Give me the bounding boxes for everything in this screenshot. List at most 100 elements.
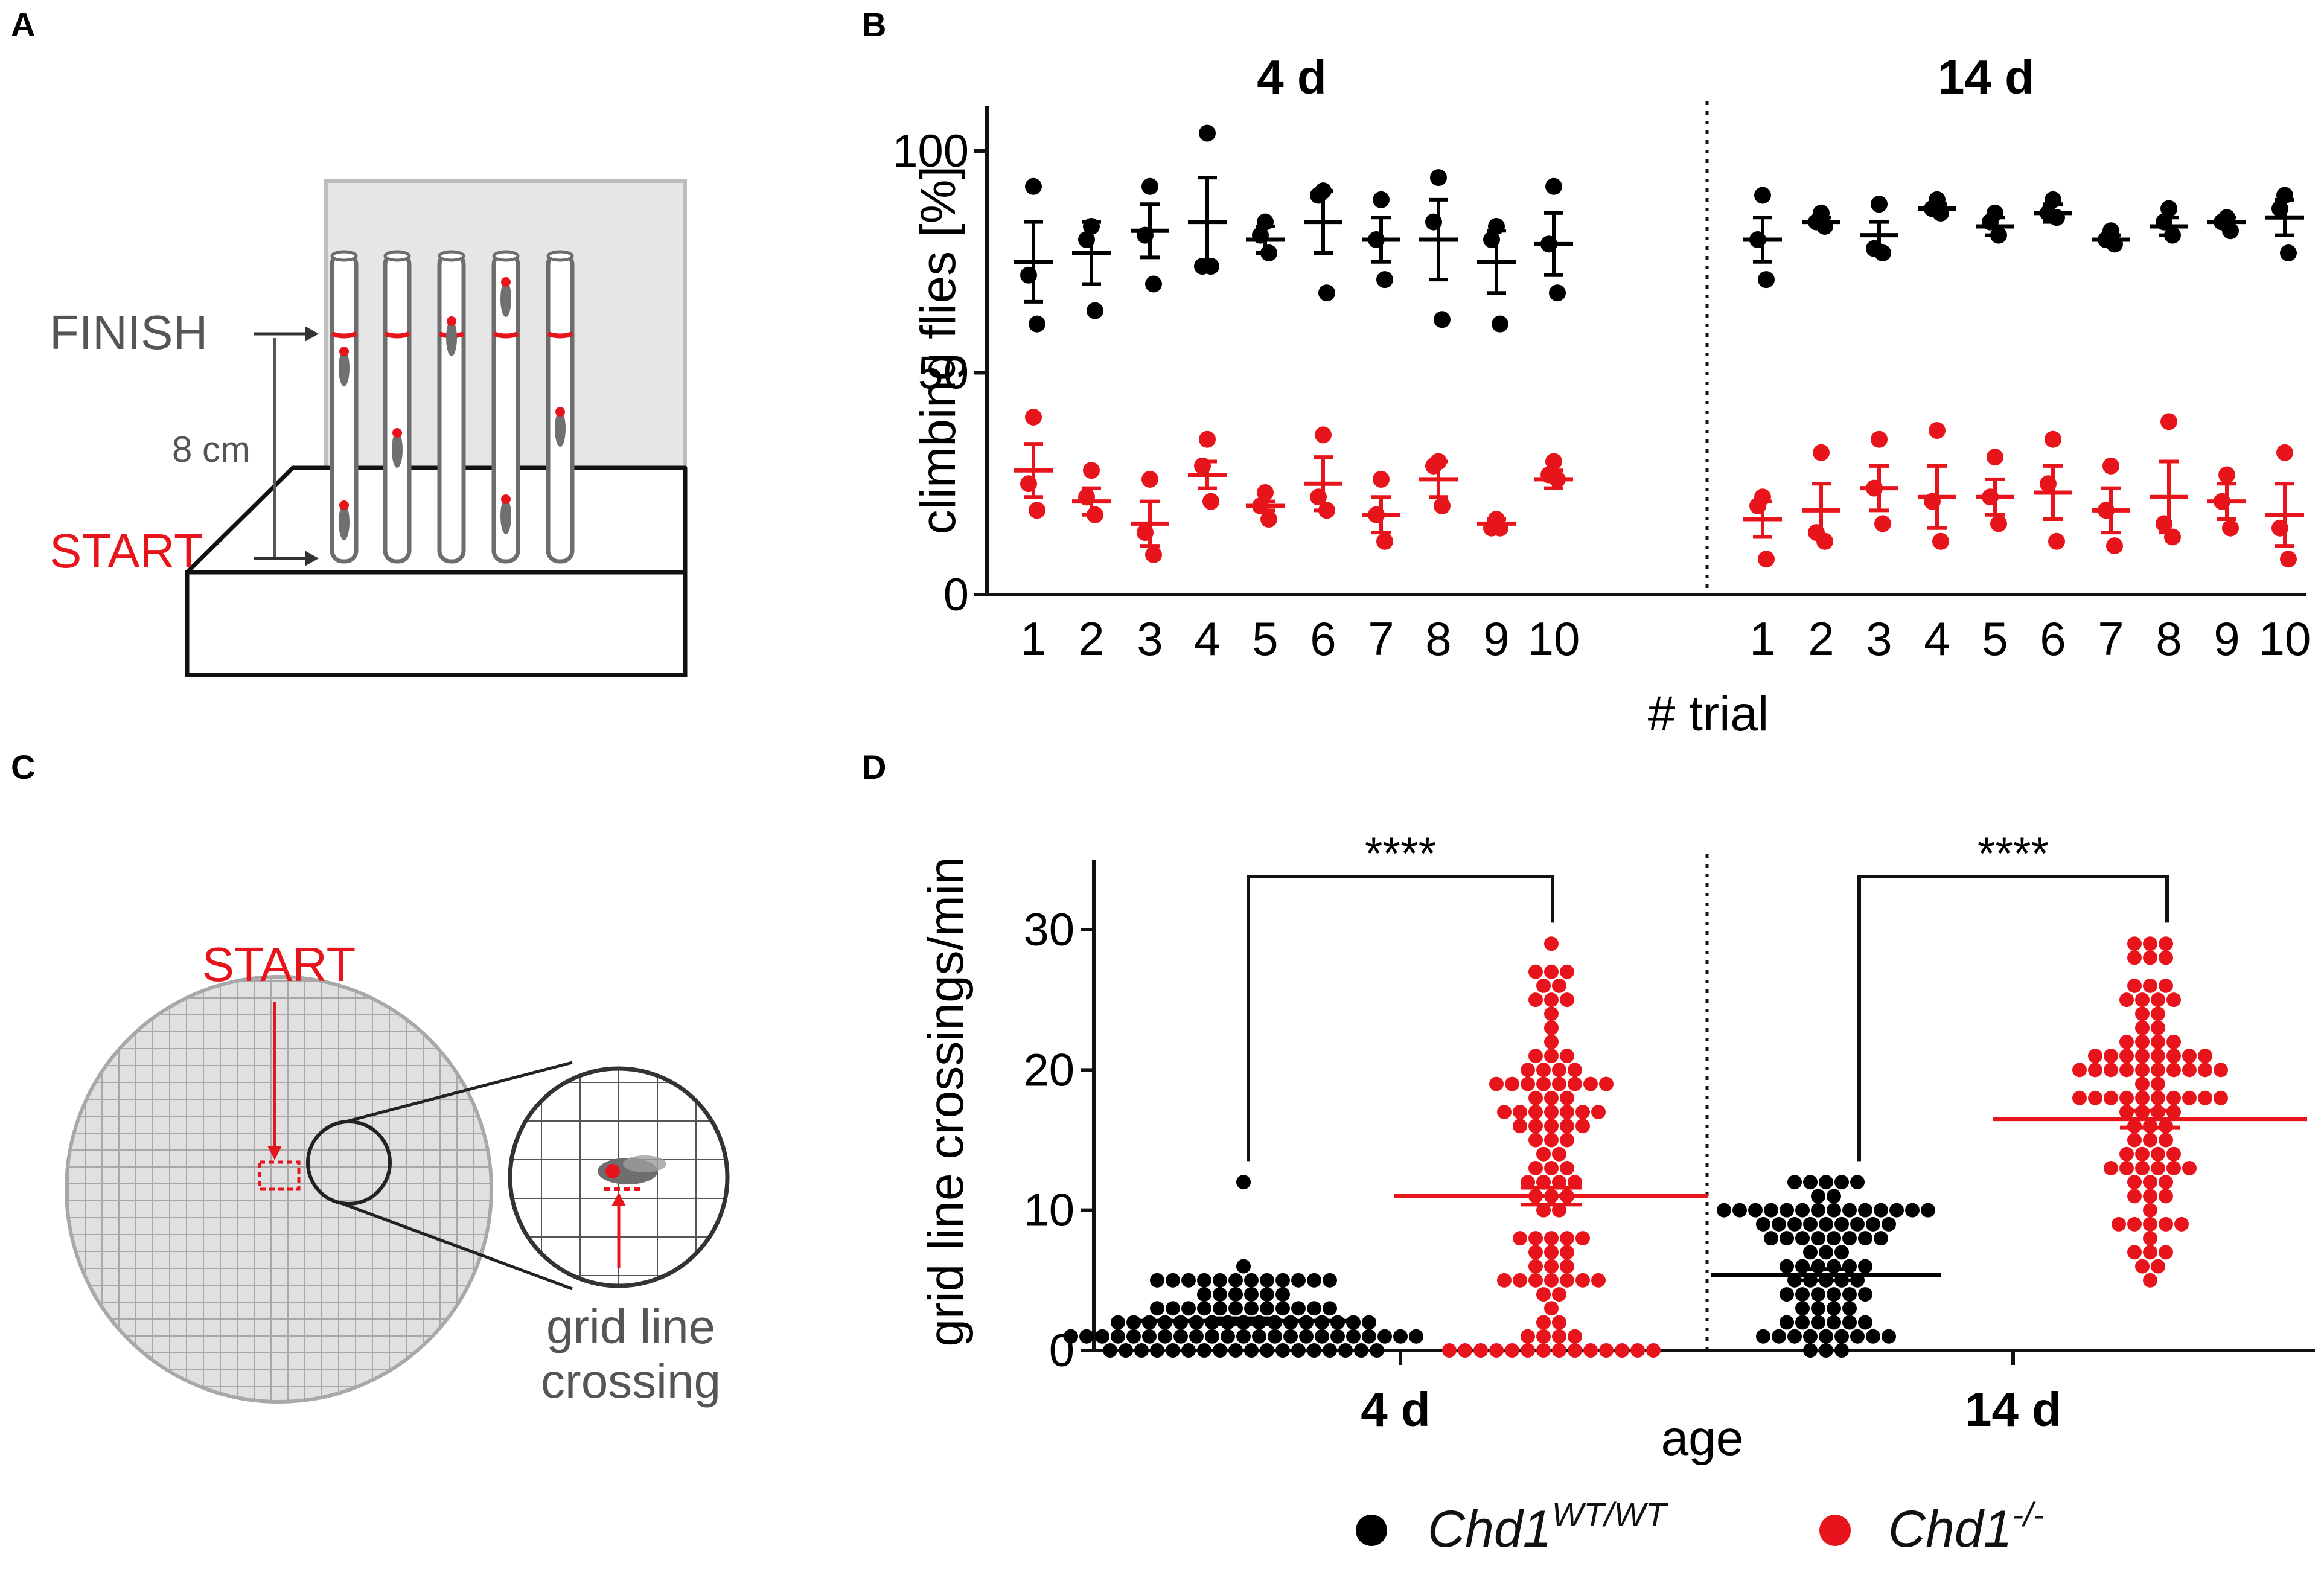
data-point: [1842, 1231, 1857, 1246]
data-point: [1079, 1329, 1094, 1344]
data-point: [2072, 1063, 2087, 1078]
data-point: [1150, 1301, 1164, 1316]
data-point: [1528, 1133, 1543, 1148]
data-point: [2151, 992, 2165, 1008]
data-point: [2119, 1063, 2134, 1078]
data-point: [1552, 1329, 1566, 1344]
data-point: [1764, 1203, 1778, 1218]
apparatus-base: [185, 465, 688, 677]
data-point: [1819, 1216, 1833, 1232]
data-point: [1111, 1315, 1125, 1330]
data-point: [1544, 1034, 1559, 1049]
data-point: [1252, 226, 1269, 244]
data-point: [2048, 209, 2065, 226]
data-point: [1244, 1343, 1259, 1358]
data-point: [2045, 430, 2061, 448]
data-point: [1323, 1343, 1337, 1358]
data-point: [1228, 1273, 1243, 1288]
panel-c-letter: C: [11, 748, 35, 786]
panel-c: C START grid line crossing: [11, 748, 730, 1408]
data-point: [1473, 1343, 1488, 1358]
data-point: [1756, 1216, 1770, 1232]
data-point: [1787, 1329, 1802, 1344]
data-point: [2280, 551, 2297, 568]
fly-eye: [339, 347, 349, 356]
tube-top: [546, 250, 574, 262]
data-point: [2159, 1175, 2173, 1190]
data-point: [1354, 1343, 1368, 1358]
data-point: [1137, 524, 1154, 542]
data-point: [1202, 493, 1219, 510]
x-tick-label: 10: [2259, 612, 2311, 665]
fly: [339, 350, 350, 386]
data-point: [1260, 1287, 1274, 1302]
data-point: [1987, 449, 2003, 466]
group-title: 14 d: [1938, 50, 2034, 104]
data-point: [1199, 430, 1216, 448]
data-point: [2048, 532, 2065, 550]
data-point: [1307, 1301, 1321, 1316]
data-point: [1749, 231, 1766, 248]
data-point: [2151, 1049, 2165, 1064]
data-point: [1513, 1231, 1527, 1246]
data-point: [1197, 1301, 1211, 1316]
data-point: [2098, 502, 2115, 519]
data-point: [1756, 1329, 1770, 1344]
data-point: [1252, 497, 1269, 514]
data-point: [1528, 1259, 1543, 1274]
data-point: [1252, 1329, 1266, 1344]
data-point: [1111, 1329, 1125, 1344]
data-point: [1083, 462, 1100, 479]
data-point: [2135, 1049, 2150, 1064]
data-point: [1560, 1119, 1574, 1134]
data-point: [1166, 1273, 1180, 1288]
data-point: [1536, 1343, 1551, 1358]
fly-eye: [447, 316, 456, 326]
data-point: [1552, 1343, 1566, 1358]
legend-marker-wt: [1356, 1515, 1387, 1546]
data-point: [1630, 1343, 1645, 1358]
data-point: [1536, 1175, 1551, 1190]
data-point: [1591, 1105, 1606, 1120]
data-point: [1528, 1273, 1543, 1288]
data-point: [2143, 978, 2157, 993]
data-point: [1291, 1301, 1306, 1316]
y-tick-label: 50: [918, 348, 969, 399]
data-point: [1330, 1329, 1345, 1344]
data-point: [1795, 1315, 1810, 1330]
data-point: [2271, 519, 2288, 537]
data-point: [1528, 1049, 1543, 1064]
data-point: [1373, 470, 1390, 488]
data-point: [1029, 315, 1045, 333]
data-point: [1103, 1343, 1117, 1358]
data-point: [2119, 1090, 2134, 1105]
data-point: [1536, 1287, 1551, 1302]
data-point: [1275, 1287, 1290, 1302]
data-point: [2135, 1034, 2150, 1049]
data-point: [1754, 187, 1771, 204]
data-point: [2166, 1090, 2181, 1105]
finish-line: [331, 331, 357, 339]
data-point: [1552, 1287, 1566, 1302]
data-point: [1929, 422, 1946, 439]
data-point: [1181, 1301, 1196, 1316]
crossing-label-1: grid line: [546, 1300, 715, 1353]
data-point: [1787, 1175, 1802, 1190]
data-point: [1020, 475, 1037, 493]
data-point: [1732, 1203, 1747, 1218]
data-point: [1083, 217, 1100, 235]
data-point: [1850, 1329, 1865, 1344]
data-point: [1189, 1329, 1204, 1344]
significance-bracket: [1247, 875, 1554, 1162]
data-point: [2214, 1090, 2228, 1105]
data-point: [1544, 1133, 1559, 1148]
data-point: [1780, 1203, 1794, 1218]
panel-b-letter: B: [862, 5, 886, 43]
data-point: [1393, 1329, 1408, 1344]
data-point: [1599, 1343, 1614, 1358]
data-point: [1795, 1259, 1810, 1274]
panel-a-letter: A: [11, 5, 35, 43]
data-point: [2143, 1203, 2157, 1218]
fly-eye: [339, 500, 349, 510]
